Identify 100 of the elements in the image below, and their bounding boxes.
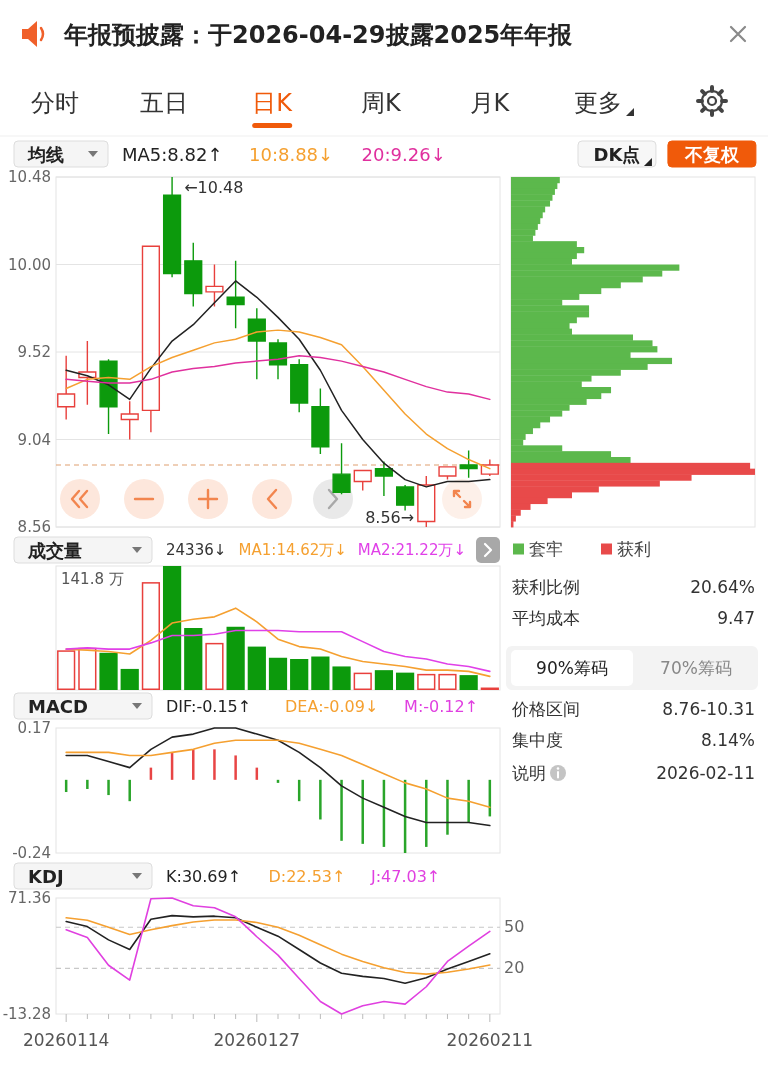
text: MA5:8.82↑	[122, 143, 223, 165]
candlestick	[353, 469, 372, 492]
bar	[162, 566, 182, 690]
bar	[417, 673, 436, 690]
line-series	[65, 329, 491, 470]
text: 24336↓	[166, 541, 227, 559]
candlestick	[332, 442, 351, 495]
y-tick-label: 8.56	[17, 518, 51, 536]
text: 20.64%	[690, 577, 755, 597]
text: 平均成本	[512, 608, 580, 628]
ref-line-label: 20	[504, 957, 525, 977]
x-tick-label: 20260114	[22, 1030, 110, 1050]
candlestick	[438, 466, 457, 481]
candlestick	[57, 354, 76, 421]
x-tick-label: 20260211	[446, 1030, 534, 1050]
y-tick-label: -0.24	[12, 844, 51, 862]
legend-label: 获利	[617, 539, 651, 559]
bar	[361, 779, 364, 844]
candlestick	[141, 245, 161, 433]
line-series	[65, 739, 491, 809]
text: J:47.03↑	[369, 866, 441, 886]
line-series	[65, 727, 491, 827]
annotation: ←10.48	[184, 177, 244, 197]
bar	[459, 675, 478, 690]
y-tick-label: 9.52	[17, 343, 51, 361]
bar	[374, 670, 394, 690]
series-label: DIF:-0.15↑	[166, 696, 252, 716]
candlestick	[268, 338, 288, 381]
bar	[340, 779, 343, 841]
bar	[184, 628, 203, 690]
y-tick-label: 9.04	[17, 430, 51, 449]
series-label: K:30.69↑	[166, 866, 242, 886]
category-label: 月K	[469, 89, 511, 117]
bar	[192, 749, 195, 780]
bar	[425, 779, 428, 847]
candlestick	[247, 307, 266, 381]
category-label: 周K	[360, 89, 402, 117]
x-tick-label: 20260127	[213, 1030, 301, 1050]
line-series	[65, 914, 491, 984]
bar	[438, 673, 457, 690]
text: 不复权	[683, 143, 740, 165]
bar	[205, 642, 224, 690]
bar	[226, 626, 245, 690]
series-label: DEA:-0.09↓	[285, 696, 379, 716]
candlestick	[374, 460, 394, 497]
bar	[141, 582, 161, 690]
bar	[290, 659, 309, 690]
text: 说明	[512, 763, 546, 783]
bar	[234, 755, 237, 780]
candlestick	[226, 260, 245, 329]
bar	[213, 749, 216, 780]
y-tick-label: 0.17	[17, 719, 51, 737]
text: 70%筹码	[660, 658, 732, 678]
text: 20:9.26↓	[361, 143, 446, 165]
category-label: 更多	[574, 89, 622, 117]
text: 8.14%	[700, 730, 755, 750]
bar	[268, 657, 288, 690]
text: 9.47	[717, 608, 755, 628]
line-series	[65, 897, 491, 1015]
category-label: 分时	[31, 89, 79, 117]
bar	[395, 672, 415, 690]
text: MA2:21.22万↓	[357, 541, 467, 559]
category-label: 五日	[139, 89, 188, 117]
line-series	[65, 354, 491, 401]
candlestick	[205, 263, 224, 308]
candlestick	[480, 458, 499, 477]
legend-label: 套牢	[529, 539, 563, 559]
candlestick	[311, 387, 330, 455]
text: 获利比例	[512, 577, 580, 597]
ref-line-label: 50	[504, 916, 525, 936]
bar	[446, 779, 449, 835]
bar	[247, 646, 266, 690]
bar	[353, 672, 372, 690]
line-series	[65, 280, 491, 488]
y-tick-label: 10.00	[8, 255, 51, 274]
candlestick	[395, 484, 415, 512]
text: 90%筹码	[536, 658, 608, 678]
text: D:22.53↑	[268, 866, 346, 886]
candlestick	[162, 176, 182, 278]
bar	[128, 779, 131, 802]
text: 集中度	[512, 730, 563, 750]
bar	[107, 779, 110, 796]
line-series	[65, 917, 491, 975]
bar	[99, 652, 118, 690]
chart-title: KDJ	[28, 865, 64, 887]
bar	[120, 668, 139, 690]
text: 8.76-10.31	[662, 699, 755, 719]
bar	[467, 779, 470, 823]
candlestick	[290, 358, 309, 413]
y-tick-label: -13.28	[2, 1005, 51, 1023]
annotation: 141.8 万	[61, 570, 124, 588]
text: DK点	[593, 143, 641, 165]
candlestick	[417, 475, 436, 528]
chart-title: MACD	[28, 695, 88, 717]
y-tick-label: 10.48	[8, 168, 51, 186]
category-label: 日K	[252, 89, 294, 117]
bar	[86, 779, 89, 789]
bar	[319, 779, 322, 820]
annotation: 8.56→	[365, 507, 415, 527]
candlestick	[184, 241, 203, 308]
